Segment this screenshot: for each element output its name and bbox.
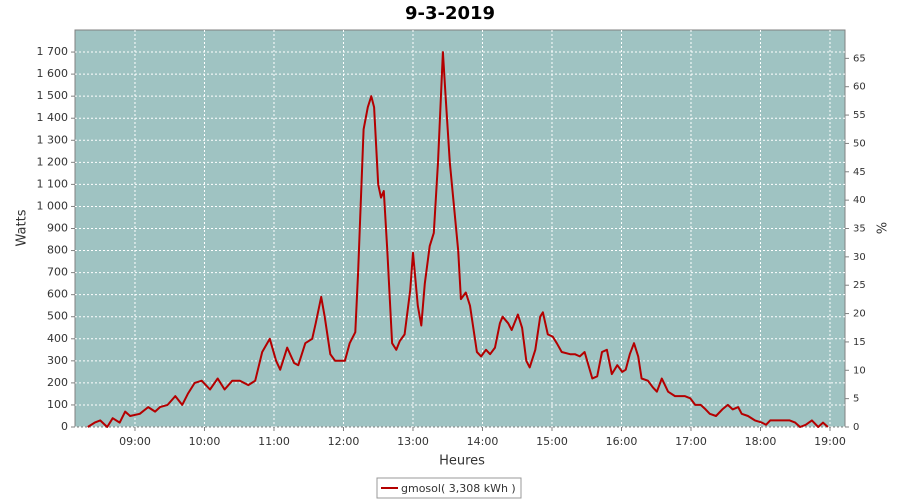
legend-label: gmosol( 3,308 kWh ) bbox=[401, 482, 516, 495]
y-tick-label: 900 bbox=[47, 222, 68, 235]
legend bbox=[376, 477, 522, 499]
y-tick-label: 200 bbox=[47, 376, 68, 389]
y2-tick-label: 5 bbox=[853, 394, 859, 405]
y-tick-label: 400 bbox=[47, 332, 68, 345]
x-tick-label: 10:00 bbox=[189, 435, 221, 448]
y-tick-label: 1 400 bbox=[37, 111, 69, 124]
y2-tick-label: 15 bbox=[853, 337, 866, 348]
y2-tick-label: 55 bbox=[853, 110, 866, 121]
y-tick-label: 0 bbox=[61, 420, 68, 433]
y2-tick-label: 65 bbox=[853, 53, 866, 64]
marks bbox=[87, 51, 829, 428]
y-tick-label: 1 600 bbox=[37, 67, 69, 80]
y2-tick-label: 30 bbox=[853, 252, 866, 263]
y2-tick-label: 45 bbox=[853, 167, 866, 178]
x-tick-label: 16:00 bbox=[606, 435, 638, 448]
x-tick-label: 18:00 bbox=[745, 435, 777, 448]
y2-tick-label: 0 bbox=[853, 422, 859, 433]
y-tick-label: 600 bbox=[47, 288, 68, 301]
x-tick-label: 19:00 bbox=[814, 435, 846, 448]
x-tick-label: 11:00 bbox=[258, 435, 290, 448]
line-series bbox=[87, 51, 829, 428]
y2-tick-label: 50 bbox=[853, 138, 866, 149]
y-tick-label: 1 100 bbox=[37, 177, 69, 190]
y-tick-label: 1 700 bbox=[37, 45, 69, 58]
x-tick-label: 17:00 bbox=[675, 435, 707, 448]
y2-tick-label: 20 bbox=[853, 309, 866, 320]
y-tick-label: 100 bbox=[47, 398, 68, 411]
y-tick-label: 700 bbox=[47, 266, 68, 279]
y-tick-label: 1 500 bbox=[37, 89, 69, 102]
x-tick-label: 09:00 bbox=[119, 435, 151, 448]
y-tick-label: 1 000 bbox=[37, 199, 69, 212]
x-tick-label: 13:00 bbox=[397, 435, 429, 448]
y2-tick-label: 35 bbox=[853, 224, 866, 235]
x-tick-label: 14:00 bbox=[467, 435, 499, 448]
y2-tick-label: 25 bbox=[853, 280, 866, 291]
y2-tick-label: 60 bbox=[853, 82, 866, 93]
y-tick-label: 800 bbox=[47, 244, 68, 257]
chart-title: 9-3-2019 bbox=[405, 3, 495, 24]
y2-axis-label: % bbox=[873, 222, 888, 234]
y2-tick-label: 40 bbox=[853, 195, 866, 206]
y2-tick-label: 10 bbox=[853, 365, 866, 376]
y-axis-label: Watts bbox=[15, 209, 30, 246]
y-tick-label: 1 300 bbox=[37, 133, 69, 146]
x-tick-label: 15:00 bbox=[536, 435, 568, 448]
x-axis-label: Heures bbox=[439, 454, 485, 469]
y-tick-label: 1 200 bbox=[37, 155, 69, 168]
y-tick-label: 300 bbox=[47, 354, 68, 367]
y-tick-label: 500 bbox=[47, 310, 68, 323]
x-tick-label: 12:00 bbox=[328, 435, 360, 448]
